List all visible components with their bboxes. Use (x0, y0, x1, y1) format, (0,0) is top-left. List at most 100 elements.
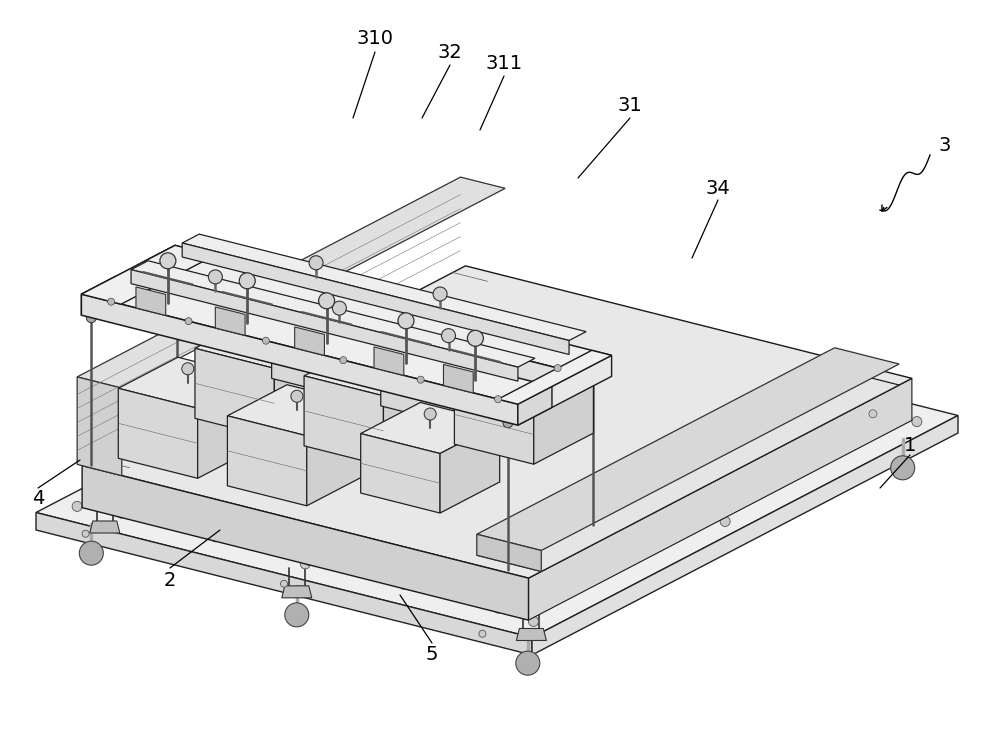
Text: 4: 4 (32, 488, 44, 507)
Polygon shape (532, 415, 958, 655)
Polygon shape (195, 317, 334, 368)
Circle shape (340, 357, 347, 364)
Polygon shape (136, 287, 166, 316)
Circle shape (167, 267, 174, 274)
Circle shape (684, 359, 694, 369)
Circle shape (185, 318, 192, 325)
Circle shape (467, 331, 483, 346)
Polygon shape (215, 307, 245, 335)
Polygon shape (361, 434, 440, 513)
Circle shape (182, 363, 194, 375)
Polygon shape (460, 325, 520, 426)
Polygon shape (182, 234, 586, 340)
Polygon shape (454, 384, 534, 465)
Circle shape (503, 417, 513, 428)
Polygon shape (307, 405, 366, 506)
Polygon shape (131, 269, 518, 381)
Circle shape (398, 313, 414, 329)
Circle shape (108, 298, 115, 305)
Polygon shape (295, 327, 324, 355)
Text: 311: 311 (485, 54, 523, 73)
Polygon shape (304, 345, 443, 396)
Circle shape (632, 447, 638, 453)
Circle shape (291, 390, 303, 402)
Polygon shape (182, 243, 569, 355)
Circle shape (262, 337, 269, 344)
Circle shape (79, 542, 103, 565)
Text: 2: 2 (164, 571, 176, 589)
Circle shape (720, 517, 730, 527)
Polygon shape (82, 266, 912, 578)
Circle shape (494, 605, 502, 613)
Circle shape (86, 313, 96, 322)
Polygon shape (440, 423, 500, 513)
Circle shape (444, 310, 456, 322)
Polygon shape (518, 355, 612, 425)
Circle shape (588, 373, 598, 383)
Circle shape (245, 286, 252, 294)
Circle shape (172, 269, 182, 278)
Polygon shape (36, 290, 958, 637)
Polygon shape (361, 402, 500, 453)
Circle shape (454, 346, 478, 370)
Circle shape (399, 325, 406, 333)
Polygon shape (81, 277, 552, 404)
Circle shape (424, 408, 436, 420)
Polygon shape (227, 416, 307, 506)
Polygon shape (195, 349, 274, 438)
Circle shape (891, 456, 915, 479)
Polygon shape (118, 358, 257, 408)
Polygon shape (534, 373, 593, 465)
Polygon shape (374, 347, 404, 375)
Text: 31: 31 (618, 96, 642, 114)
Circle shape (586, 339, 594, 346)
Polygon shape (36, 512, 532, 655)
Polygon shape (304, 375, 383, 466)
Circle shape (239, 273, 255, 289)
Circle shape (72, 501, 82, 512)
Polygon shape (516, 628, 546, 640)
Circle shape (300, 559, 310, 569)
Circle shape (160, 253, 176, 269)
Circle shape (685, 394, 709, 418)
Circle shape (775, 386, 783, 394)
Circle shape (477, 345, 484, 352)
Circle shape (309, 256, 323, 270)
Text: 34: 34 (706, 179, 730, 197)
Polygon shape (443, 364, 473, 393)
Polygon shape (477, 369, 899, 571)
Circle shape (356, 476, 362, 482)
Circle shape (479, 631, 486, 637)
Polygon shape (272, 308, 351, 399)
Polygon shape (682, 377, 712, 389)
Text: 5: 5 (426, 646, 438, 664)
Circle shape (516, 652, 540, 675)
Circle shape (505, 513, 511, 519)
Polygon shape (351, 297, 411, 399)
Circle shape (285, 603, 309, 627)
Text: 3: 3 (939, 135, 951, 155)
Circle shape (322, 306, 329, 313)
Polygon shape (282, 586, 312, 598)
Circle shape (518, 359, 530, 371)
Circle shape (417, 376, 424, 383)
Polygon shape (198, 377, 257, 478)
Circle shape (280, 580, 288, 587)
Polygon shape (477, 534, 541, 571)
Circle shape (82, 530, 89, 537)
Polygon shape (477, 348, 899, 551)
Text: 1: 1 (904, 435, 916, 455)
Polygon shape (381, 304, 520, 356)
Circle shape (264, 402, 274, 411)
Circle shape (495, 396, 502, 402)
Circle shape (306, 558, 314, 565)
Circle shape (211, 534, 219, 542)
Circle shape (335, 283, 347, 295)
Polygon shape (498, 350, 612, 404)
Text: 310: 310 (356, 28, 394, 48)
Circle shape (400, 581, 408, 589)
Circle shape (433, 287, 447, 301)
Circle shape (332, 301, 346, 315)
Polygon shape (81, 294, 518, 425)
Polygon shape (81, 245, 215, 304)
